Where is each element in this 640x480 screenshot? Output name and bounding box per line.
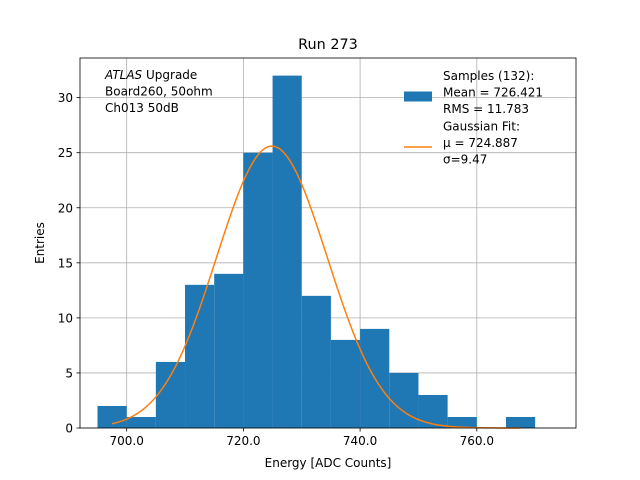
y-tick-label: 10 (58, 311, 73, 325)
annotation-line: Board260, 50ohm (105, 85, 213, 99)
x-tick-label: 720.0 (226, 434, 260, 448)
chart-title: Run 273 (298, 37, 358, 53)
x-tick-label: 700.0 (110, 434, 144, 448)
histogram-bars (97, 75, 536, 428)
legend-label: μ = 724.887 (443, 136, 518, 150)
histogram-bar (243, 152, 273, 428)
histogram-bar (447, 416, 477, 428)
gaussian-fit-curve (111, 145, 521, 429)
x-axis-label: Energy [ADC Counts] (265, 456, 392, 470)
histogram-bar (418, 394, 448, 428)
legend-label: Samples (132): (443, 69, 534, 83)
annotation-text: ATLAS (104, 68, 143, 82)
annotation-line: Ch013 50dB (105, 101, 179, 115)
axis-ticks: 700.0 720.0 740.0 760.0 0 5 10 15 20 25 30 (58, 91, 494, 448)
legend-label: Gaussian Fit: (443, 120, 520, 134)
plot-frame (79, 57, 577, 429)
histogram-bar (272, 75, 302, 428)
legend-label: σ=9.47 (443, 153, 487, 167)
y-tick-label: 20 (58, 201, 73, 215)
histogram-bar (389, 372, 419, 428)
legend-bar-swatch (404, 91, 432, 102)
annotation-text: Ch013 50dB (105, 101, 179, 115)
y-axis-label: Entries (33, 222, 47, 264)
legend: Samples (132): Mean = 726.421 RMS = 11.7… (404, 69, 543, 167)
annotation-text: Upgrade (142, 68, 197, 82)
histogram-bar (505, 416, 536, 428)
y-tick-label: 30 (58, 91, 73, 105)
annotation-line: ATLAS Upgrade (104, 68, 197, 82)
histogram-bar (301, 295, 331, 428)
histogram-bar (155, 361, 186, 428)
histogram-bar (97, 405, 127, 428)
run-annotation: ATLAS Upgrade Board260, 50ohm Ch013 50dB (104, 68, 213, 115)
annotation-text: Board260, 50ohm (105, 85, 213, 99)
gaussian-fit-curve-layer (111, 145, 521, 429)
legend-label: RMS = 11.783 (443, 102, 529, 116)
y-tick-label: 15 (58, 256, 73, 270)
y-tick-label: 0 (65, 422, 73, 436)
x-tick-label: 740.0 (343, 434, 377, 448)
histogram-bar (214, 273, 244, 428)
histogram-bar (126, 416, 156, 428)
y-tick-label: 25 (58, 146, 73, 160)
x-tick-label: 760.0 (460, 434, 494, 448)
y-tick-label: 5 (65, 366, 73, 380)
legend-label: Mean = 726.421 (443, 86, 543, 100)
histogram-bar (330, 339, 361, 428)
